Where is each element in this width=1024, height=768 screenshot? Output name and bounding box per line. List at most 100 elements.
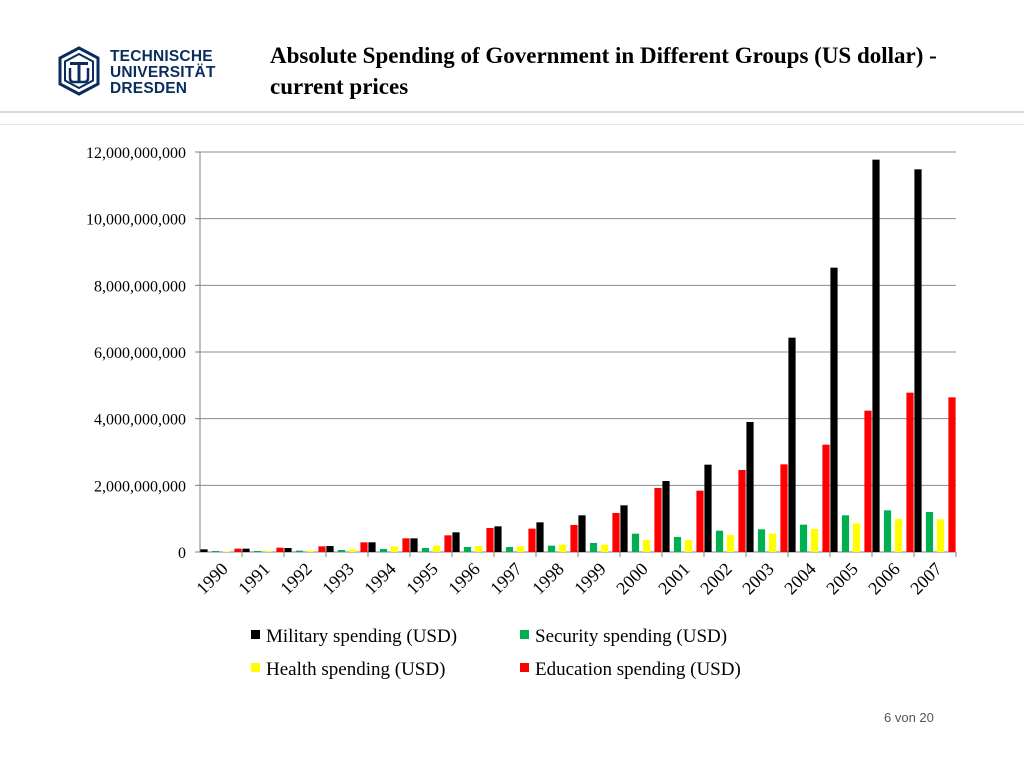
y-tick-label: 4,000,000,000 [94,412,186,429]
bar-security-1994 [379,549,388,552]
bar-education-2004 [822,444,830,552]
y-tick-label: 2,000,000,000 [94,478,186,495]
bar-health-1997 [516,546,525,552]
bar-security-1991 [253,551,262,552]
x-tick-label: 2001 [654,559,694,599]
logo-wordmark: TECHNISCHE UNIVERSITÄT DRESDEN [110,49,216,97]
bar-health-1994 [390,546,399,552]
bar-military-2003 [746,422,754,552]
legend-swatch [520,663,529,672]
bar-education-1993 [360,542,368,552]
x-tick-label: 1996 [444,559,484,599]
bar-health-2001 [684,540,693,552]
bar-health-2007 [936,519,945,552]
bar-security-1997 [505,547,514,552]
legend-swatch [251,630,260,639]
bar-health-2004 [810,529,819,552]
bar-education-2001 [696,490,704,552]
bar-health-2006 [894,519,903,552]
bar-education-2002 [738,470,746,552]
tu-dresden-logo: TECHNISCHE UNIVERSITÄT DRESDEN [56,46,226,98]
logo-line-1: TECHNISCHE [110,48,213,65]
bar-health-2005 [852,523,861,552]
bar-military-1993 [326,546,334,552]
bar-security-2003 [757,529,766,552]
x-tick-label: 2005 [822,559,862,599]
x-tick-label: 2006 [864,559,904,599]
bar-military-2006 [872,159,880,553]
bar-health-1991 [264,551,273,552]
bar-security-2007 [925,512,934,552]
bar-military-2005 [830,267,838,552]
bar-education-1994 [402,538,410,552]
y-tick-label: 0 [178,545,186,562]
bar-education-1992 [318,546,326,552]
x-tick-label: 2004 [780,559,820,599]
x-tick-label: 2007 [906,559,946,599]
bar-security-1990 [211,551,220,552]
bar-security-2001 [673,537,682,552]
slide-title: Absolute Spending of Government in Diffe… [270,43,937,99]
y-tick-label: 8,000,000,000 [94,278,186,295]
bar-military-1992 [284,548,292,552]
x-tick-label: 1997 [486,559,526,599]
bar-health-2002 [726,535,735,552]
legend-label: Military spending (USD) [266,626,457,647]
bar-military-2001 [662,481,670,552]
bar-education-2005 [864,410,872,552]
x-tick-label: 2000 [612,559,652,599]
bar-education-1998 [570,525,578,552]
bar-health-1999 [600,544,609,552]
x-tick-label: 1992 [276,559,316,599]
bar-security-2005 [841,515,850,552]
bar-health-2000 [642,540,651,552]
bar-security-2004 [799,524,808,552]
bar-security-2002 [715,530,724,552]
legend-label: Health spending (USD) [266,659,445,680]
x-tick-label: 1999 [570,559,610,599]
bar-education-2007 [948,397,956,552]
bar-military-1990 [200,549,208,552]
bar-health-2003 [768,533,777,552]
logo-line-3: DRESDEN [110,80,188,97]
bar-security-1992 [295,550,304,552]
bar-education-2003 [780,464,788,552]
bar-security-1995 [421,548,430,552]
bar-security-1998 [547,545,556,552]
x-tick-label: 1994 [360,559,400,599]
x-tick-label: 2003 [738,559,778,599]
bar-military-1997 [494,526,502,552]
bar-education-2006 [906,392,914,552]
bar-education-1997 [528,528,536,552]
bar-health-1995 [432,545,441,552]
x-tick-label: 2002 [696,559,736,599]
bar-health-1990 [222,551,231,552]
bar-health-1998 [558,544,567,552]
spending-bar-chart: 0 2,000,000,000 4,000,000,000 6,000,000,000… [86,145,957,680]
bar-military-1994 [368,542,376,552]
y-tick-label: 12,000,000,000 [86,145,186,162]
bar-education-1996 [486,528,494,552]
legend-swatch [520,630,529,639]
logo-line-2: UNIVERSITÄT [110,64,216,81]
bar-military-1998 [536,522,544,552]
bar-health-1996 [474,546,483,552]
legend-swatch [251,663,260,672]
bar-security-1999 [589,543,598,552]
bar-military-2007 [914,169,922,552]
y-tick-label: 6,000,000,000 [94,345,186,362]
bar-military-2004 [788,337,796,552]
bar-education-1991 [276,547,284,552]
bar-education-2000 [654,488,662,552]
bar-military-1999 [578,515,586,552]
x-tick-label: 1991 [234,559,274,599]
bar-security-2006 [883,510,892,552]
bar-military-2000 [620,505,628,552]
bar-security-1996 [463,547,472,552]
x-tick-label: 1998 [528,559,568,599]
bar-security-1993 [337,550,346,552]
bar-security-2000 [631,533,640,552]
x-tick-label: 1993 [318,559,358,599]
header-divider [0,111,1024,113]
bar-education-1999 [612,513,620,552]
